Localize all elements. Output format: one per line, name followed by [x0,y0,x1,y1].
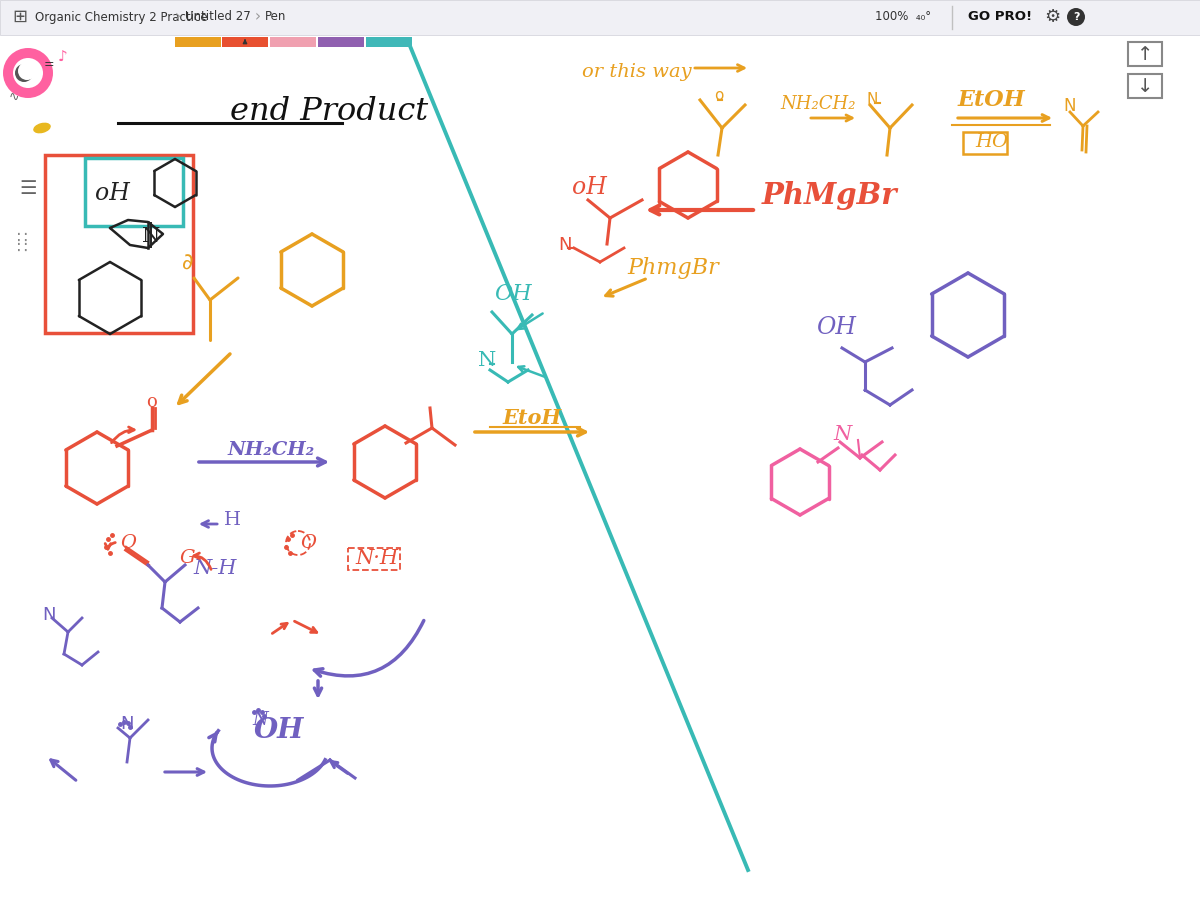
Text: O: O [120,534,136,552]
Text: EtOH: EtOH [958,89,1026,111]
Text: ∷: ∷ [17,239,28,257]
Text: ♪: ♪ [58,50,67,65]
Text: Pen: Pen [265,11,287,23]
Text: GO PRO!: GO PRO! [968,11,1032,23]
Text: PhmgBr: PhmgBr [628,257,719,279]
Text: N: N [478,350,497,370]
Text: o: o [146,393,157,411]
Text: G: G [180,549,196,567]
Circle shape [2,48,53,98]
Text: H: H [224,511,241,529]
Bar [348,548,400,570]
Bar [964,132,1007,154]
Text: oH: oH [572,176,607,200]
Text: N-H: N-H [193,559,236,578]
Text: N·H: N·H [355,548,398,568]
Text: N: N [1063,97,1075,115]
Text: ∿: ∿ [10,91,19,104]
Text: OH: OH [494,283,532,305]
Text: ?: ? [1073,12,1079,22]
Text: ⊞: ⊞ [12,8,28,26]
Bar [318,37,364,47]
Text: PhMgBr: PhMgBr [762,182,898,211]
Bar [46,155,193,333]
Text: end Product: end Product [230,96,428,128]
Text: EtoH: EtoH [502,408,562,428]
Text: NH₂CH₂: NH₂CH₂ [780,95,856,113]
Text: ›: › [175,10,181,24]
Text: ⚙: ⚙ [1044,8,1060,26]
Bar [175,37,221,47]
Text: o: o [714,87,724,103]
Text: N: N [120,715,133,733]
Bar [222,37,268,47]
Text: ☰: ☰ [19,178,36,197]
Circle shape [18,62,36,80]
Text: O: O [300,534,316,552]
Text: NH₂CH₂: NH₂CH₂ [228,441,316,459]
Bar [366,37,412,47]
Text: Untitled 27: Untitled 27 [185,11,251,23]
Text: ↑: ↑ [1136,44,1153,64]
Text: N: N [142,227,161,246]
Text: =: = [44,58,55,71]
Text: OH: OH [816,317,856,339]
Text: ∷: ∷ [17,229,28,247]
Bar [1128,42,1162,66]
Text: HO: HO [974,133,1008,151]
Ellipse shape [34,122,50,133]
Text: ∂: ∂ [182,254,193,274]
Bar [270,37,316,47]
Text: ›: › [256,10,262,24]
Circle shape [14,64,34,82]
Text: OH: OH [254,716,305,743]
Bar [0,0,1200,35]
Circle shape [13,58,43,88]
Text: ↓: ↓ [1136,76,1153,95]
Text: Organic Chemistry 2 Practice: Organic Chemistry 2 Practice [35,11,208,23]
Bar [85,158,182,226]
Text: oH: oH [95,183,130,205]
Text: N: N [252,711,268,729]
Text: N: N [866,92,877,106]
Text: N: N [833,426,851,445]
Text: N: N [42,606,55,624]
Text: or this way: or this way [582,63,691,81]
Text: 100%  ₄₀°: 100% ₄₀° [875,11,931,23]
Text: N: N [558,236,571,254]
Bar [1128,74,1162,98]
Circle shape [1067,8,1085,26]
